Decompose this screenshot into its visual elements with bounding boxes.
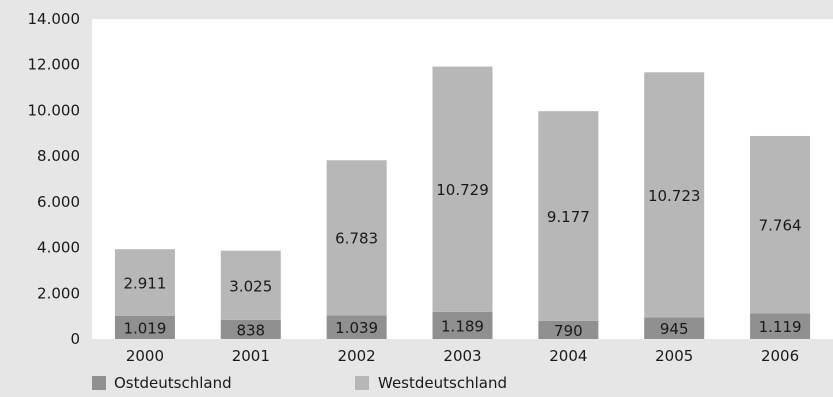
bar-segment-ostdeutschland — [538, 320, 599, 339]
bar-segment-ostdeutschland — [114, 315, 175, 339]
data-label: 9.177 — [547, 208, 590, 226]
bar-segment-ostdeutschland — [220, 319, 281, 339]
bars — [114, 66, 811, 339]
x-tick-label: 2004 — [549, 347, 587, 365]
data-label: 3.025 — [229, 277, 272, 295]
data-label: 1.119 — [759, 318, 802, 336]
data-label: 10.723 — [648, 187, 701, 205]
bar-segment-ostdeutschland — [750, 313, 811, 339]
x-axis: 2000 2001 2002 2003 2004 2005 2006 — [126, 347, 799, 365]
data-label: 838 — [236, 321, 265, 339]
bar-segment-ostdeutschland — [644, 317, 705, 339]
data-label: 1.019 — [123, 319, 166, 337]
bar-segment-westdeutschland — [538, 111, 599, 321]
y-tick-label: 14.000 — [28, 10, 81, 28]
bar-segment-westdeutschland — [432, 66, 493, 312]
x-tick-label: 2003 — [443, 347, 481, 365]
y-tick-label: 12.000 — [28, 56, 81, 74]
data-label: 790 — [554, 322, 583, 340]
bar-segment-westdeutschland — [750, 135, 811, 314]
bar-segment-westdeutschland — [114, 249, 175, 316]
legend-label-ostdeutschland: Ostdeutschland — [114, 374, 232, 392]
bar-segment-westdeutschland — [220, 250, 281, 320]
legend-label-westdeutschland: Westdeutschland — [378, 374, 507, 392]
data-label: 2.911 — [123, 274, 166, 292]
data-label: 1.189 — [441, 317, 484, 335]
y-tick-label: 10.000 — [28, 101, 81, 119]
legend-swatch-westdeutschland — [355, 376, 369, 390]
y-tick-label: 6.000 — [37, 193, 80, 211]
bar-segment-ostdeutschland — [432, 311, 493, 339]
y-tick-label: 0 — [70, 330, 80, 348]
data-label: 1.039 — [335, 319, 378, 337]
bar-segment-westdeutschland — [644, 72, 705, 318]
x-tick-label: 2002 — [338, 347, 376, 365]
legend-swatch-ostdeutschland — [92, 376, 106, 390]
data-label: 6.783 — [335, 230, 378, 248]
y-axis: 0 2.000 4.000 6.000 8.000 10.000 12.000 14.000 — [28, 10, 81, 348]
data-label: 945 — [660, 320, 689, 338]
data-labels: 1.019 2.911 838 3.025 1.039 6.783 1.189 10.729 7… — [123, 181, 801, 340]
bar-segment-westdeutschland — [326, 160, 387, 316]
x-tick-label: 2006 — [761, 347, 799, 365]
x-tick-label: 2001 — [232, 347, 270, 365]
y-tick-label: 8.000 — [37, 147, 80, 165]
data-label: 7.764 — [759, 217, 802, 235]
x-tick-label: 2005 — [655, 347, 693, 365]
x-tick-label: 2000 — [126, 347, 164, 365]
data-label: 10.729 — [436, 181, 489, 199]
y-tick-label: 4.000 — [37, 239, 80, 257]
bar-segment-ostdeutschland — [326, 315, 387, 339]
legend: Ostdeutschland Westdeutschland — [92, 374, 507, 392]
y-tick-label: 2.000 — [37, 284, 80, 302]
